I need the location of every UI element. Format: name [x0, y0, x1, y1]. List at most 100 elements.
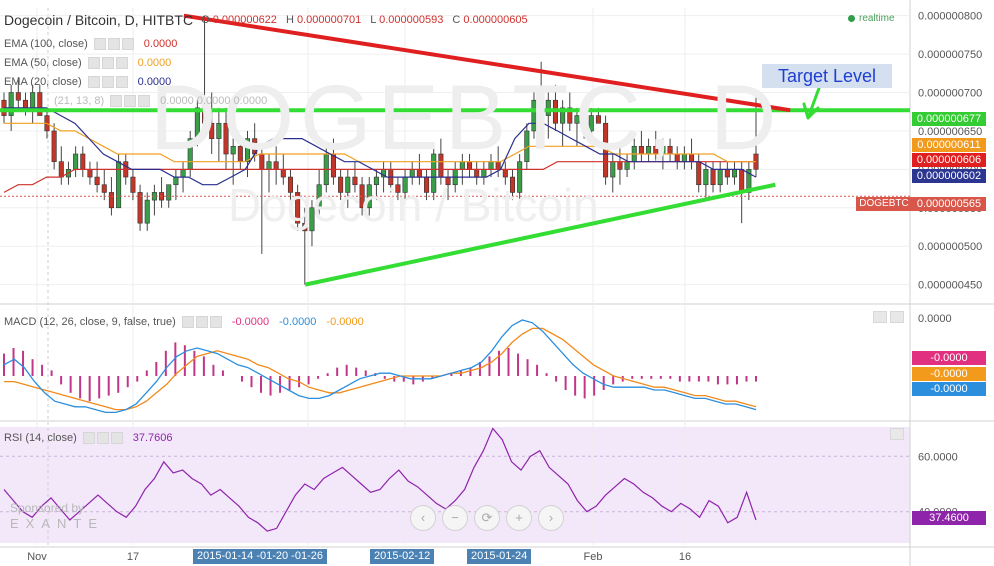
candle-body [173, 176, 179, 186]
close-icon[interactable] [121, 38, 134, 50]
candle-body [230, 146, 236, 155]
candle-body [352, 176, 358, 186]
rsi-legend[interactable]: RSI (14, close) 37.7606 [4, 432, 173, 444]
settings-icon[interactable] [101, 57, 114, 69]
candle-body [87, 169, 93, 178]
candle-body [703, 169, 709, 186]
macd-line-value: -0.0000 [279, 316, 317, 328]
price-tag-ema50: 0.000000611 [912, 138, 986, 152]
candle-body [531, 99, 537, 132]
settings-icon[interactable] [195, 316, 208, 328]
candle-body [22, 99, 29, 109]
legend-value: 0.0000 [143, 38, 178, 50]
close-icon[interactable] [115, 57, 128, 69]
candle-body [309, 207, 315, 232]
close-value: 0.000000605 [463, 14, 528, 26]
high-value: 0.000000701 [297, 14, 362, 26]
close-icon[interactable] [138, 95, 151, 107]
settings-icon[interactable] [124, 95, 137, 107]
scroll-right-button[interactable]: › [538, 505, 564, 531]
name-watermark: Dogecoin / Bitcoin [228, 179, 599, 231]
reset-button[interactable]: ⟳ [474, 505, 500, 531]
time-highlight-1: 2015-01-14 -01-20 -01-26 [193, 549, 327, 564]
rsi-label: RSI (14, close) [4, 432, 77, 444]
time-axis-label: Feb [584, 551, 603, 563]
candle-body [244, 138, 251, 162]
legend-label: EMA (20, close) [4, 76, 82, 88]
trendline-resistance [183, 13, 791, 113]
legend-value: 0.0000 [137, 57, 172, 69]
settings-icon[interactable] [101, 76, 114, 88]
candle-body [51, 130, 57, 162]
rsi-tag: 37.4600 [912, 511, 986, 525]
status-dot-icon [848, 15, 855, 22]
scroll-left-button[interactable]: ‹ [410, 505, 436, 531]
candle-body [73, 153, 79, 170]
zoom-in-button[interactable]: + [506, 505, 532, 531]
high-label: H [285, 14, 294, 26]
candle-body [144, 199, 150, 224]
candle-body [15, 92, 21, 101]
time-axis-label: 16 [679, 551, 691, 563]
candle-body [431, 153, 437, 193]
macd-line [3, 319, 757, 414]
eye-icon[interactable] [181, 316, 194, 328]
candle-body [567, 107, 573, 124]
legend-alligator[interactable]: (21, 13, 8) 0.0000 0.0000 0.0000 [54, 95, 267, 107]
settings-icon[interactable] [107, 38, 120, 50]
legend-ema-100[interactable]: EMA (100, close) 0.0000 [4, 38, 177, 50]
zoom-out-button[interactable]: − [442, 505, 468, 531]
candle-body [395, 184, 401, 193]
macd-tag-line: -0.0000 [912, 382, 986, 396]
macd-legend[interactable]: MACD (12, 26, close, 9, false, true) -0.… [4, 316, 364, 328]
candle-body [538, 99, 544, 116]
candle-body [338, 176, 344, 193]
legend-ema-20[interactable]: EMA (20, close) 0.0000 [4, 76, 171, 88]
macd-histogram [3, 342, 757, 402]
pane-collapse-icon[interactable] [890, 311, 904, 323]
candle-body [37, 92, 43, 116]
macd-signal-value: -0.0000 [326, 316, 364, 328]
candle-body [560, 107, 566, 124]
legend-value: 0.0000 [137, 76, 172, 88]
macd-hist-value: -0.0000 [231, 316, 270, 328]
candle-body [717, 169, 723, 186]
eye-icon[interactable] [87, 76, 100, 88]
eye-icon[interactable] [110, 95, 123, 107]
macd-axis-tick: 0.0000 [918, 313, 952, 325]
candle-body [509, 176, 516, 193]
candle-body [345, 176, 351, 193]
close-icon[interactable] [110, 432, 123, 444]
settings-icon[interactable] [96, 432, 109, 444]
legend-ema-50[interactable]: EMA (50, close) 0.0000 [4, 57, 171, 69]
legend-label: EMA (100, close) [4, 38, 88, 50]
eye-icon[interactable] [87, 57, 100, 69]
close-icon[interactable] [115, 76, 128, 88]
candle-body [223, 122, 229, 155]
pane-collapse-icon[interactable] [890, 428, 904, 440]
close-icon[interactable] [209, 316, 222, 328]
rsi-line [3, 427, 757, 532]
price-tag-last: 0.000000565 [912, 197, 986, 211]
chart-title: Dogecoin / Bitcoin, D, HITBTC [4, 12, 194, 28]
price-tick-label: 0.000000800 [918, 11, 982, 23]
legend-label: EMA (50, close) [4, 57, 82, 69]
candle-body [216, 122, 222, 139]
target-level-label: Target Level [762, 64, 892, 88]
candle-body [166, 184, 172, 201]
candle-body [209, 122, 215, 139]
candle-body [116, 161, 122, 209]
sponsor-logo: EXANTE [10, 516, 105, 531]
rsi-axis-tick: 60.0000 [918, 451, 958, 463]
symbol-tag: DOGEBTC [856, 197, 912, 211]
time-axis-label: 17 [127, 551, 139, 563]
ema-20-line [4, 107, 757, 186]
macd-label: MACD (12, 26, close, 9, false, true) [4, 316, 176, 328]
pane-maximize-icon[interactable] [873, 311, 887, 323]
eye-icon[interactable] [82, 432, 95, 444]
eye-icon[interactable] [93, 38, 106, 50]
candle-body [194, 107, 200, 139]
candle-body [8, 92, 14, 116]
